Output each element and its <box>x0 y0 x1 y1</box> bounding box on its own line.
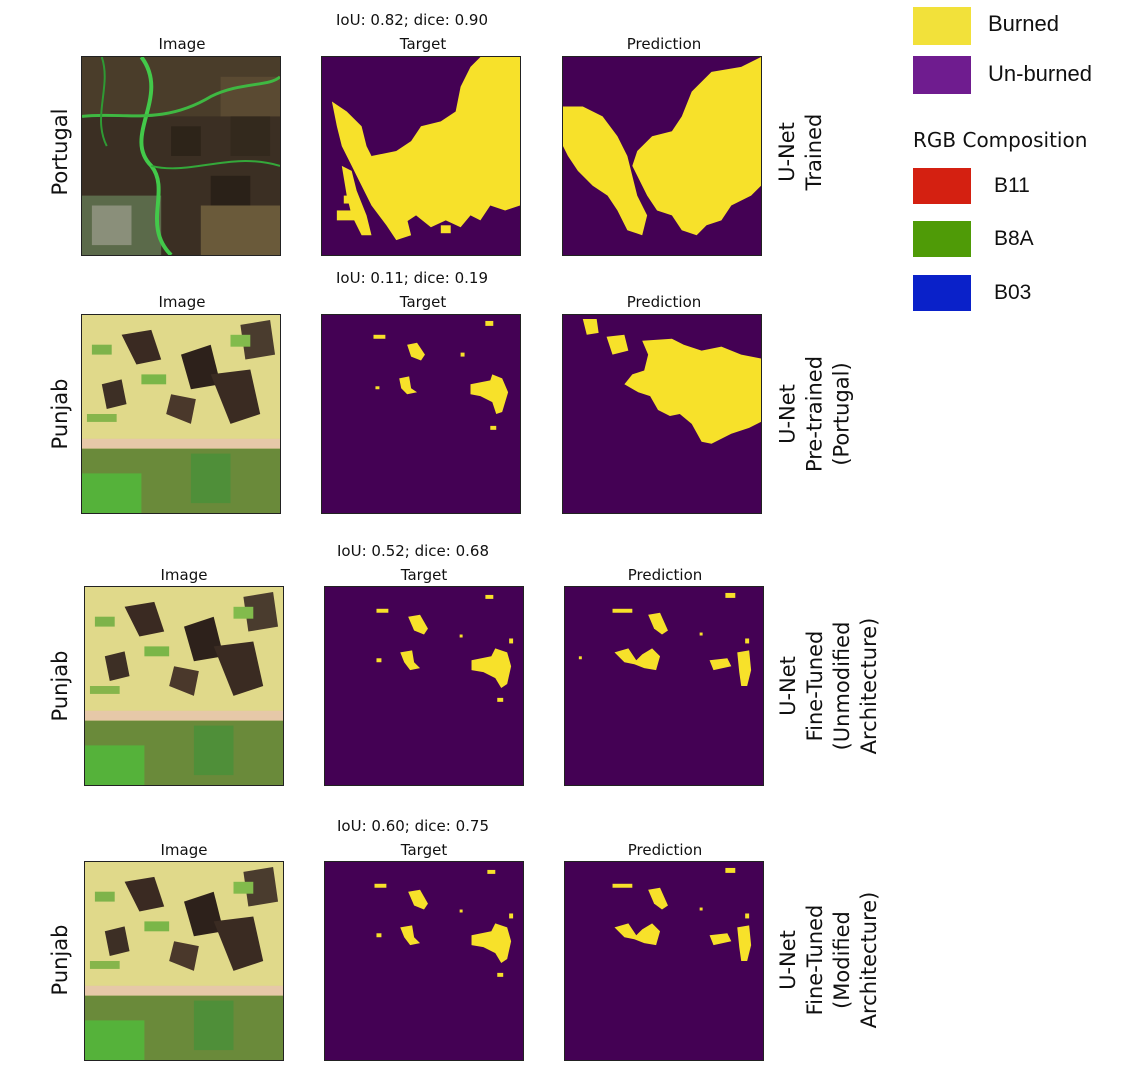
prediction-title: Prediction <box>627 841 703 859</box>
model-label-line: Fine-Tuned <box>803 904 827 1016</box>
image-title: Image <box>160 566 208 584</box>
prediction-title: Prediction <box>626 35 702 53</box>
target-title: Target <box>399 35 447 53</box>
prediction-mask <box>564 586 764 786</box>
model-label-line: U-Net <box>776 656 800 716</box>
target-mask <box>324 586 524 786</box>
model-label-line: Architecture) <box>857 891 881 1029</box>
b11-label: B11 <box>994 174 1030 197</box>
model-label-line: Trained <box>802 113 826 191</box>
unburned-label: Un-burned <box>988 61 1092 86</box>
b03-swatch <box>913 275 971 311</box>
model-label: U-Net Trained <box>774 114 828 191</box>
model-label-line: (Modified <box>830 911 854 1009</box>
model-label-line: U-Net <box>775 122 799 182</box>
region-label: Punjab <box>48 924 72 996</box>
metric-text: IoU: 0.60; dice: 0.75 <box>336 817 490 835</box>
region-label: Punjab <box>48 378 72 450</box>
prediction-mask <box>562 56 762 256</box>
image-title: Image <box>158 293 206 311</box>
model-label-line: U-Net <box>775 384 800 444</box>
region-label: Portugal <box>48 108 72 196</box>
rgb-composition-heading: RGB Composition <box>913 128 1088 152</box>
model-label-line: U-Net <box>776 930 800 990</box>
model-label: U-Net Fine-Tuned (Unmodified Architectur… <box>775 618 883 755</box>
satellite-image <box>84 861 284 1061</box>
image-title: Image <box>160 841 208 859</box>
prediction-title: Prediction <box>627 566 703 584</box>
b8a-swatch <box>913 221 971 257</box>
prediction-mask <box>562 314 762 514</box>
metric-text: IoU: 0.52; dice: 0.68 <box>336 542 490 560</box>
prediction-title: Prediction <box>626 293 702 311</box>
model-label-line: Pre-trained <box>802 355 827 473</box>
prediction-mask <box>564 861 764 1061</box>
model-label-line: Fine-Tuned <box>803 630 827 742</box>
satellite-image <box>81 314 281 514</box>
metric-text: IoU: 0.11; dice: 0.19 <box>335 269 489 287</box>
target-mask <box>321 56 521 256</box>
unburned-swatch <box>913 56 971 94</box>
satellite-image <box>84 586 284 786</box>
target-mask <box>321 314 521 514</box>
model-label: U-Net Pre-trained (Portugal) <box>775 356 856 472</box>
model-label-line: Architecture) <box>857 617 881 755</box>
image-title: Image <box>158 35 206 53</box>
burned-swatch <box>913 7 971 45</box>
b11-swatch <box>913 168 971 204</box>
target-title: Target <box>399 293 447 311</box>
b8a-label: B8A <box>994 227 1034 250</box>
target-mask <box>324 861 524 1061</box>
target-title: Target <box>400 566 448 584</box>
burned-label: Burned <box>988 11 1059 36</box>
metric-text: IoU: 0.82; dice: 0.90 <box>335 11 489 29</box>
model-label-line: (Unmodified <box>830 621 854 751</box>
region-label: Punjab <box>48 650 72 722</box>
satellite-image <box>81 56 281 256</box>
target-title: Target <box>400 841 448 859</box>
model-label-line: (Portugal) <box>829 362 854 466</box>
model-label: U-Net Fine-Tuned (Modified Architecture) <box>775 892 883 1029</box>
b03-label: B03 <box>994 281 1032 304</box>
